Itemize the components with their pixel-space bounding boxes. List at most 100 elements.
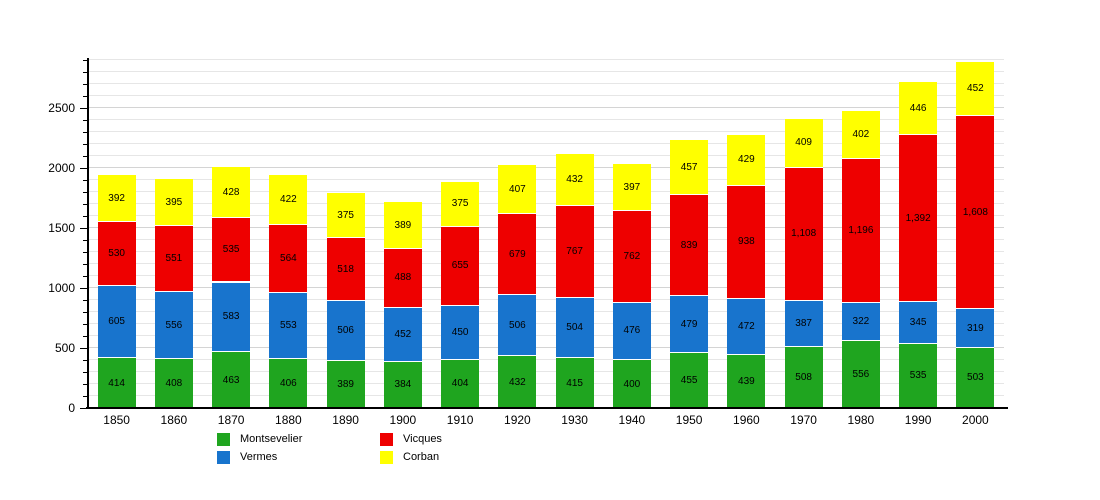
- y-tick-label: 500: [54, 341, 75, 355]
- bar-value-label: 414: [108, 377, 125, 389]
- gridline: [88, 71, 1004, 72]
- y-tick-major: [80, 408, 87, 409]
- legend-label: Montsevelier: [240, 432, 303, 445]
- bar-segment-montsevelier: 384: [383, 361, 422, 408]
- bar-segment-corban: 392: [97, 175, 136, 223]
- bar-1990: 535 345 1,392 446: [899, 81, 938, 408]
- legend-label: Corban: [403, 450, 440, 463]
- y-tick-minor: [83, 336, 87, 337]
- y-tick-minor: [83, 372, 87, 373]
- bar-segment-vicques: 551: [154, 226, 193, 293]
- y-tick-minor: [83, 264, 87, 265]
- gridline: [88, 311, 1004, 312]
- y-tick-major: [80, 228, 87, 229]
- bar-segment-corban: 457: [670, 140, 709, 196]
- bar-segment-montsevelier: 463: [212, 352, 251, 408]
- bar-value-label: 387: [795, 317, 812, 329]
- bar-1870: 463 583 535 428: [212, 166, 251, 408]
- bar-value-label: 389: [337, 379, 354, 391]
- bar-segment-corban: 395: [154, 178, 193, 227]
- bar-value-label: 535: [909, 370, 927, 382]
- bar-segment-corban: 452: [956, 62, 995, 117]
- x-tick-label: 1890: [332, 413, 359, 427]
- bar-segment-vermes: 345: [899, 302, 938, 344]
- bar-segment-vicques: 767: [555, 205, 594, 298]
- bar-value-label: 439: [738, 376, 755, 388]
- gridline: [88, 179, 1004, 180]
- bar-segment-corban: 375: [441, 181, 480, 227]
- bar-value-label: 506: [509, 319, 526, 331]
- y-tick-minor: [83, 180, 87, 181]
- y-tick-major: [80, 348, 87, 349]
- bar-value-label: 432: [509, 376, 526, 388]
- legend-swatch-icon: [380, 450, 393, 464]
- x-tick-label: 1870: [217, 413, 245, 427]
- legend-item-vicques: Vicques: [380, 432, 442, 446]
- bar-value-label: 402: [852, 129, 870, 140]
- y-tick-minor: [83, 132, 87, 133]
- bar-segment-vicques: 839: [670, 195, 709, 296]
- gridline: [88, 287, 1004, 288]
- gridline: [88, 251, 1004, 252]
- bar-value-label: 679: [509, 248, 526, 260]
- legend-label: Vicques: [403, 432, 442, 445]
- x-tick-label: 1970: [790, 413, 817, 427]
- bar-segment-vicques: 1,392: [899, 135, 938, 303]
- bar-value-label: 429: [738, 154, 755, 166]
- bar-segment-corban: 432: [555, 153, 594, 206]
- bar-value-label: 1,608: [962, 206, 988, 218]
- bar-1850: 414 605 530 392: [97, 175, 136, 408]
- bar-value-label: 384: [394, 379, 412, 391]
- y-tick-minor: [83, 360, 87, 361]
- bar-segment-montsevelier: 404: [441, 359, 480, 408]
- y-tick-minor: [83, 192, 87, 193]
- bar-segment-corban: 407: [498, 165, 537, 214]
- y-tick-minor: [83, 276, 87, 277]
- bar-value-label: 556: [852, 369, 870, 381]
- legend-item-montsevelier: Montsevelier: [217, 432, 302, 446]
- bar-segment-vicques: 679: [498, 213, 537, 296]
- bar-value-label: 1,196: [848, 224, 874, 236]
- bar-value-label: 406: [280, 378, 297, 390]
- bar-1900: 384 452 488 389: [383, 202, 422, 408]
- bar-value-label: 404: [451, 378, 469, 390]
- gridline: [88, 143, 1004, 144]
- bar-value-label: 450: [451, 326, 469, 338]
- bar-segment-vermes: 479: [670, 295, 709, 354]
- y-axis: [87, 58, 89, 409]
- bar-value-label: 397: [623, 181, 641, 193]
- bar-segment-vicques: 655: [441, 226, 480, 306]
- bar-value-label: 839: [680, 239, 698, 251]
- x-tick-label: 1960: [733, 413, 760, 427]
- bar-1910: 404 450 655 375: [441, 181, 480, 408]
- legend-item-corban: Corban: [380, 450, 439, 464]
- x-axis: [86, 407, 1008, 409]
- bar-segment-montsevelier: 439: [727, 355, 766, 408]
- y-tick-minor: [83, 96, 87, 97]
- y-tick-minor: [83, 84, 87, 85]
- bar-segment-corban: 397: [612, 163, 651, 212]
- bar-segment-vermes: 583: [212, 282, 251, 353]
- bar-segment-corban: 429: [727, 134, 766, 187]
- bar-segment-corban: 402: [841, 110, 880, 160]
- gridline: [88, 347, 1004, 348]
- bar-1940: 400 476 762 397: [612, 163, 651, 408]
- y-tick-minor: [83, 384, 87, 385]
- gridline: [88, 239, 1004, 240]
- y-tick-minor: [83, 156, 87, 157]
- gridline: [88, 95, 1004, 96]
- bar-value-label: 655: [451, 260, 469, 272]
- bar-value-label: 938: [738, 236, 755, 248]
- bar-1930: 415 504 767 432: [555, 153, 594, 408]
- gridline: [88, 395, 1004, 396]
- bar-value-label: 452: [967, 83, 984, 95]
- bar-value-label: 762: [623, 251, 641, 263]
- gridline: [88, 227, 1004, 228]
- bar-value-label: 452: [394, 328, 412, 340]
- bar-value-label: 407: [509, 183, 526, 195]
- x-tick-label: 1880: [275, 413, 302, 427]
- gridline: [88, 59, 1004, 60]
- bar-value-label: 446: [909, 102, 927, 114]
- bar-value-label: 319: [967, 322, 984, 334]
- gridline: [88, 299, 1004, 300]
